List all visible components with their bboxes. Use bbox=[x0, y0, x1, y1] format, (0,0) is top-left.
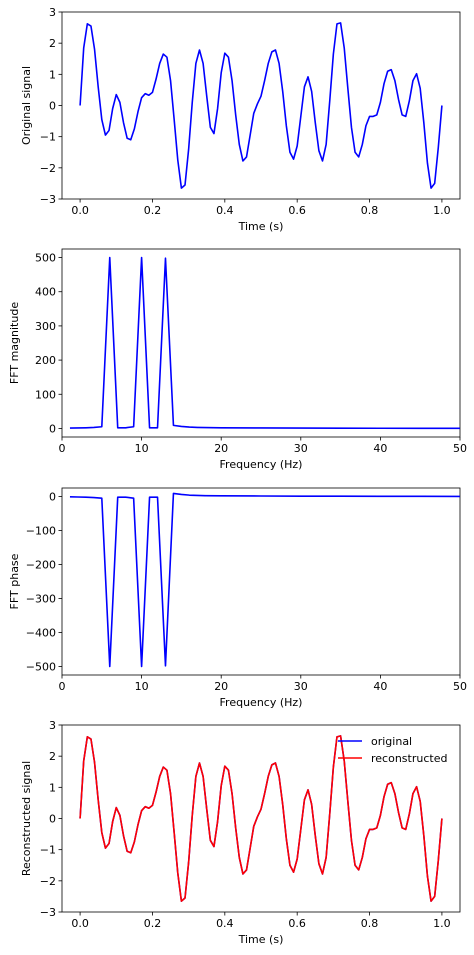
y-axis-label: FFT phase bbox=[8, 553, 21, 609]
y-tick-label: 300 bbox=[35, 320, 56, 333]
chart-4: 0.0 0.2 0.4 0.6 0.8 1.0 −3 −2 −1 0 1 2 3 Time (s) Reco… bbox=[20, 719, 461, 946]
y-tick-label: −1 bbox=[40, 131, 56, 144]
chart-1: 0.0 0.2 0.4 0.6 0.8 1.0 −3 −2 −1 0 1 2 3 Time (s) Orig… bbox=[20, 6, 461, 233]
y-tick-label: 100 bbox=[35, 388, 56, 401]
x-tick-label: 20 bbox=[214, 442, 228, 455]
x-tick-label: 0.4 bbox=[216, 917, 234, 930]
x-tick-label: 0.0 bbox=[71, 204, 89, 217]
legend-label: reconstructed bbox=[371, 752, 447, 765]
plot-frame bbox=[61, 487, 461, 676]
y-tick-label: −3 bbox=[40, 193, 56, 206]
x-tick-label: 40 bbox=[373, 680, 387, 693]
y-tick-label: −100 bbox=[26, 525, 56, 538]
x-tick-label: 1.0 bbox=[433, 204, 451, 217]
y-tick-label: −1 bbox=[40, 844, 56, 857]
x-tick-label: 50 bbox=[453, 442, 467, 455]
x-tick-label: 10 bbox=[135, 442, 149, 455]
x-tick-label: 30 bbox=[294, 442, 308, 455]
y-tick-label: 0 bbox=[49, 491, 56, 504]
x-tick-label: 0.2 bbox=[144, 204, 162, 217]
x-tick-label: 10 bbox=[135, 680, 149, 693]
x-tick-label: 30 bbox=[294, 680, 308, 693]
y-tick-label: −300 bbox=[26, 593, 56, 606]
series-line-1 bbox=[69, 492, 460, 668]
y-tick-label: −3 bbox=[40, 906, 56, 919]
x-tick-label: 0.8 bbox=[361, 204, 379, 217]
x-tick-label: 0 bbox=[59, 680, 66, 693]
x-tick-label: 40 bbox=[373, 442, 387, 455]
y-tick-label: −2 bbox=[40, 162, 56, 175]
x-tick-label: 1.0 bbox=[433, 917, 451, 930]
series-line-reconstructed bbox=[79, 735, 443, 902]
x-axis-label: Frequency (Hz) bbox=[220, 696, 303, 709]
chart-3: 0 10 20 30 40 50 0 −100 −200 −300 −400 −500 Frequenc… bbox=[8, 487, 467, 709]
plot-frame bbox=[61, 248, 461, 438]
x-axis-label: Time (s) bbox=[238, 220, 284, 233]
y-tick-label: 400 bbox=[35, 286, 56, 299]
x-tick-label: 0.6 bbox=[288, 917, 306, 930]
legend-label: original bbox=[371, 735, 412, 748]
x-tick-label: 0.2 bbox=[144, 917, 162, 930]
series-line-1 bbox=[79, 22, 443, 189]
y-tick-label: −500 bbox=[26, 661, 56, 674]
y-tick-label: −400 bbox=[26, 627, 56, 640]
y-tick-label: 200 bbox=[35, 354, 56, 367]
x-tick-label: 50 bbox=[453, 680, 467, 693]
y-tick-label: 0 bbox=[49, 813, 56, 826]
x-tick-label: 0.0 bbox=[71, 917, 89, 930]
y-tick-label: −200 bbox=[26, 559, 56, 572]
x-tick-label: 0 bbox=[59, 442, 66, 455]
y-tick-label: 2 bbox=[49, 37, 56, 50]
y-tick-label: 0 bbox=[49, 100, 56, 113]
series-line-1 bbox=[69, 256, 460, 430]
y-tick-label: 1 bbox=[49, 68, 56, 81]
x-tick-label: 20 bbox=[214, 680, 228, 693]
y-tick-label: 500 bbox=[35, 252, 56, 265]
y-tick-label: 3 bbox=[49, 719, 56, 732]
legend: original reconstructed bbox=[338, 735, 447, 765]
x-axis-label: Time (s) bbox=[238, 933, 284, 946]
y-axis-label: Reconstructed signal bbox=[20, 761, 33, 876]
y-tick-label: −2 bbox=[40, 875, 56, 888]
y-axis-label: Original signal bbox=[20, 66, 33, 145]
x-tick-label: 0.8 bbox=[361, 917, 379, 930]
x-axis-label: Frequency (Hz) bbox=[220, 458, 303, 471]
y-tick-label: 0 bbox=[49, 422, 56, 435]
y-tick-label: 1 bbox=[49, 781, 56, 794]
x-tick-label: 0.4 bbox=[216, 204, 234, 217]
y-axis-label: FFT magnitude bbox=[8, 302, 21, 384]
y-tick-label: 3 bbox=[49, 6, 56, 19]
y-tick-label: 2 bbox=[49, 750, 56, 763]
x-tick-label: 0.6 bbox=[288, 204, 306, 217]
